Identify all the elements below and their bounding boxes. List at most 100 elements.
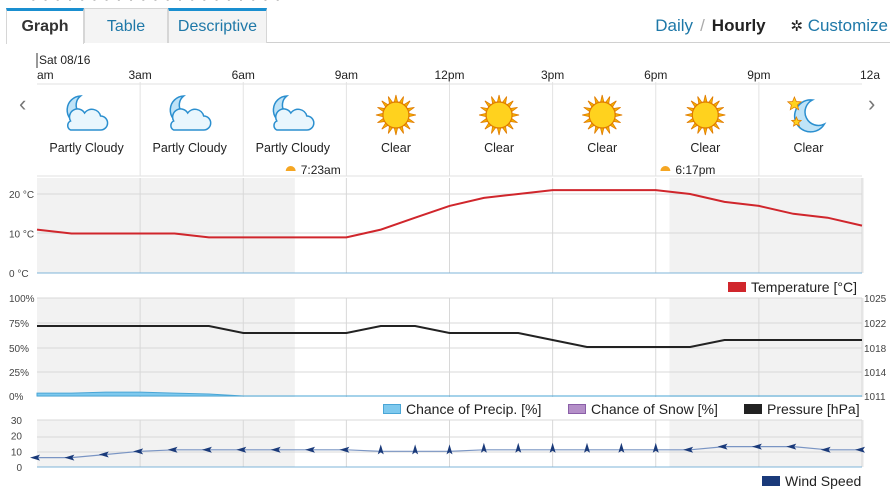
wind-arrow (201, 446, 212, 453)
cloud-shape (170, 108, 212, 131)
sun-icon (685, 94, 726, 136)
wind-arrow (751, 443, 762, 450)
percent-tick-label: 75% (9, 319, 29, 330)
partly-cloudy-night-icon (66, 95, 109, 131)
pressure-tick-label: 1022 (864, 319, 887, 330)
cloud-shape (67, 108, 109, 131)
partly-cloudy-night-icon (272, 95, 315, 131)
wind-arrow (515, 442, 522, 453)
forecast-label: Clear (587, 141, 617, 155)
wind-tick-label: 10 (11, 447, 23, 458)
pressure-tick-label: 1014 (864, 368, 887, 379)
sun-core (382, 101, 410, 129)
legend-swatch (744, 404, 762, 414)
hour-tick-label: 9pm (747, 68, 770, 82)
wind-arrow (786, 443, 797, 450)
tab-bar: Graph Table Descriptive (6, 8, 890, 44)
wind-arrow (305, 446, 315, 453)
hour-tick-label: 12pm (434, 68, 464, 82)
next-arrow[interactable]: › (868, 91, 876, 116)
wind-arrow (377, 444, 384, 455)
legend-snow: Chance of Snow [%] (568, 401, 718, 417)
wind-arrow (683, 446, 694, 453)
pressure-line (37, 325, 862, 348)
wind-tick-label: 0 (16, 463, 22, 474)
legend-temperature: Temperature [°C] (728, 279, 857, 295)
wind-arrow (64, 454, 75, 461)
sunset-time: 6:17pm (675, 163, 715, 177)
legend-precip: Chance of Precip. [%] (383, 401, 541, 417)
hour-tick-label: 12a (860, 68, 880, 82)
tab-table[interactable]: Table (84, 8, 168, 43)
prev-arrow[interactable]: ‹ (19, 91, 27, 116)
cloud-shape (273, 108, 315, 131)
moon-stars-icon (786, 95, 827, 133)
forecast-label: Partly Cloudy (153, 141, 228, 155)
wind-arrow (584, 442, 590, 453)
hour-tick-label: 3pm (541, 68, 564, 82)
wind-arrow (652, 442, 659, 453)
date-label: Sat 08/16 (39, 53, 91, 67)
forecast-label: Clear (484, 141, 514, 155)
sun-core (691, 101, 719, 129)
hourly-label[interactable]: Hourly (711, 16, 766, 35)
hour-tick-label: 6am (232, 68, 255, 82)
customize-button[interactable]: ✲ Customize (790, 16, 888, 35)
percent-tick-label: 25% (9, 368, 29, 379)
forecast-card: Partly Cloudy (256, 95, 331, 155)
hour-tick-label: 6pm (644, 68, 667, 82)
forecast-card: Clear (478, 94, 520, 155)
view-controls: Daily / Hourly ✲ Customize (655, 8, 888, 43)
daily-link[interactable]: Daily (655, 16, 694, 35)
legend-swatch (728, 282, 746, 292)
sunrise-time: 7:23am (301, 163, 341, 177)
percent-tick-label: 50% (9, 344, 29, 355)
pressure-tick-label: 1011 (864, 392, 886, 403)
temperature-line (36, 189, 863, 239)
sun-icon (582, 94, 623, 136)
percent-tick-label: 0% (9, 392, 24, 403)
forecast-card: Partly Cloudy (49, 95, 124, 155)
hour-tick-label: 3am (128, 68, 151, 82)
wind-arrow (855, 446, 865, 453)
wind-arrow (549, 442, 556, 453)
night-band (37, 178, 295, 273)
forecast-card: Clear (582, 94, 623, 155)
gear-icon: ✲ (790, 18, 803, 35)
wind-arrow (133, 448, 144, 455)
forecast-card: Clear (685, 94, 726, 155)
wind-arrow (412, 444, 419, 455)
night-band (669, 178, 864, 273)
sun-icon (478, 94, 520, 136)
wind-arrow (270, 446, 281, 453)
moon-shape (793, 99, 827, 133)
night-band (669, 420, 864, 467)
wind-tick-label: 30 (11, 416, 23, 427)
legend-swatch (568, 404, 586, 414)
star-shape (786, 95, 803, 111)
temp-tick-label: 20 °C (9, 190, 34, 201)
forecast-label: Clear (690, 141, 720, 155)
legend-swatch (383, 404, 401, 414)
sunrise-icon (285, 166, 296, 171)
wind-arrow (167, 446, 178, 453)
view-separator: / (700, 16, 705, 35)
temp-tick-label: 0 °C (9, 269, 29, 280)
wind-arrow (480, 442, 487, 453)
wind-arrow (446, 444, 453, 455)
tab-graph[interactable]: Graph (6, 8, 84, 44)
cut-off-header: · · · · · · · · · · · · · · · · · · · · … (0, 0, 896, 6)
forecast-card: Partly Cloudy (153, 95, 228, 155)
tab-descriptive[interactable]: Descriptive (168, 8, 267, 43)
wind-arrow (717, 443, 728, 450)
forecast-label: Clear (794, 141, 824, 155)
wind-arrow (618, 442, 625, 453)
hour-tick-label: am (37, 68, 54, 82)
wind-arrow (339, 446, 350, 453)
hour-tick-label: 9am (335, 68, 358, 82)
forecast-label: Partly Cloudy (256, 141, 331, 155)
sunset-icon (660, 166, 671, 171)
legend-swatch (762, 476, 780, 486)
pressure-tick-label: 1018 (864, 344, 887, 355)
